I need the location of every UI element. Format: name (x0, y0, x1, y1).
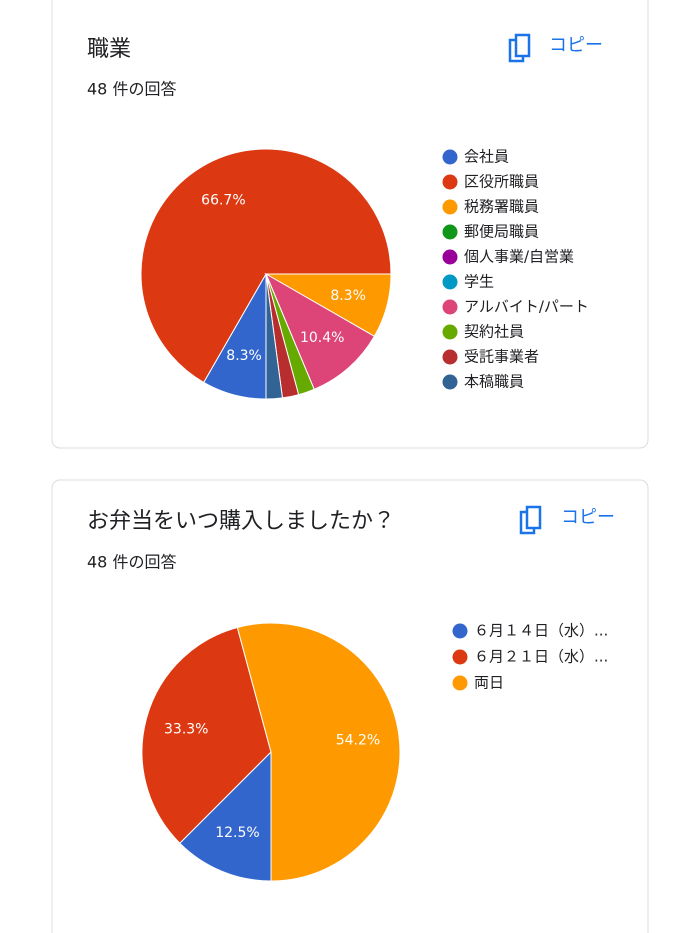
legend-label: 個人事業/自営業 (464, 248, 574, 266)
legend-marker (442, 299, 458, 315)
legend-marker (442, 199, 458, 215)
response-count: 48 件の回答 (87, 553, 176, 572)
copy-icon (514, 33, 531, 58)
legend-label: 契約社員 (464, 323, 524, 341)
copy-button[interactable]: コピー (508, 33, 603, 63)
legend-label: 会社員 (464, 148, 509, 166)
pie-slice (265, 273, 284, 400)
copy-label[interactable]: コピー (561, 507, 615, 528)
question-title: 職業 (87, 37, 131, 62)
pie-slice (264, 272, 376, 390)
legend-label: ６月１４日（水）... (474, 622, 608, 640)
slice-label: 12.5% (215, 825, 259, 841)
legend-marker (442, 374, 458, 390)
legend-marker (442, 249, 458, 265)
legend-marker (442, 174, 458, 190)
legend-label: 受託事業者 (464, 348, 539, 366)
legend-marker (442, 349, 458, 365)
pie-slice (140, 148, 392, 384)
legend-marker (442, 224, 458, 240)
slice-label: 10.4% (300, 330, 344, 346)
legend-label: 郵便局職員 (464, 223, 539, 241)
copy-button[interactable]: コピー (519, 505, 615, 535)
legend-label: 税務署職員 (464, 198, 539, 216)
legend-marker (452, 649, 468, 665)
legend-label: ６月２１日（水）... (474, 648, 608, 666)
copy-icon (525, 505, 542, 530)
pie-slice (141, 626, 272, 844)
legend-marker (442, 274, 458, 290)
pie-slice (179, 750, 272, 882)
slice-label: 8.3% (226, 348, 262, 364)
pie-slice (236, 622, 401, 882)
legend-marker (442, 149, 458, 165)
slice-label: 66.7% (201, 192, 245, 208)
question-title: お弁当をいつ購入しましたか？ (87, 509, 395, 534)
legend-marker (442, 324, 458, 340)
legend-marker (452, 675, 468, 691)
legend-label: 区役所職員 (464, 173, 539, 191)
legend-marker (452, 623, 468, 639)
legend-label: 本稿職員 (464, 373, 524, 391)
slice-label: 54.2% (336, 732, 380, 748)
slice-label: 8.3% (330, 288, 366, 304)
copy-label[interactable]: コピー (549, 35, 603, 56)
response-count: 48 件の回答 (87, 80, 176, 99)
legend-label: アルバイト/パート (464, 298, 589, 316)
legend-label: 学生 (464, 273, 494, 291)
slice-label: 33.3% (164, 721, 208, 737)
legend-label: 両日 (474, 674, 504, 692)
